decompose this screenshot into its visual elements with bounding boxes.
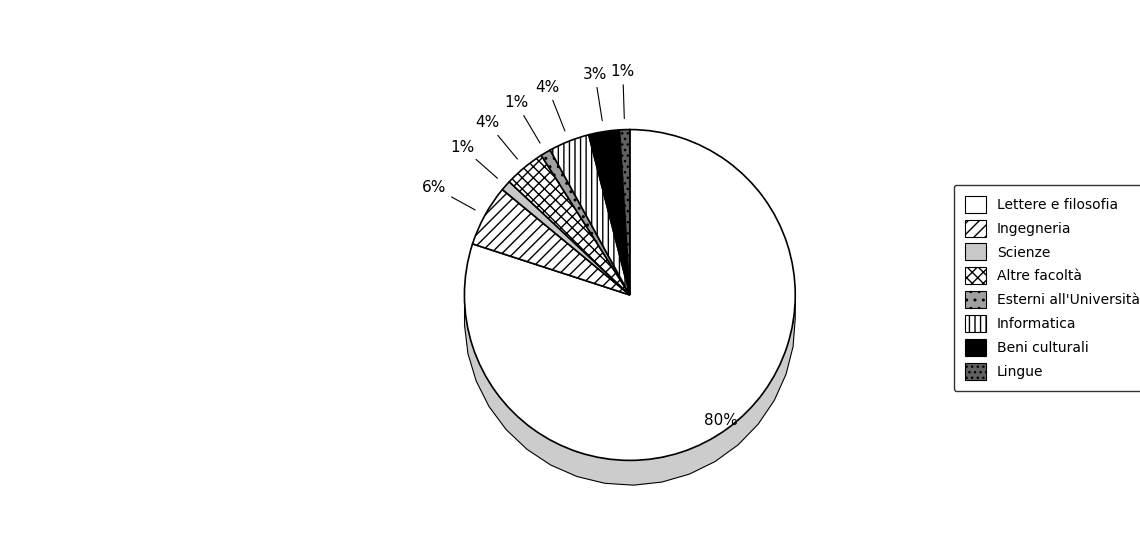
Wedge shape xyxy=(473,190,629,295)
Legend: Lettere e filosofia, Ingegneria, Scienze, Altre facoltà, Esterni all'Università,: Lettere e filosofia, Ingegneria, Scienze… xyxy=(954,185,1140,391)
Text: 80%: 80% xyxy=(705,413,738,428)
Wedge shape xyxy=(588,130,629,295)
Text: 1%: 1% xyxy=(504,95,540,143)
Text: 1%: 1% xyxy=(611,64,635,118)
Wedge shape xyxy=(510,155,629,295)
Text: 1%: 1% xyxy=(450,140,497,179)
Text: 3%: 3% xyxy=(583,67,608,121)
Text: 6%: 6% xyxy=(422,180,475,210)
Text: 4%: 4% xyxy=(475,115,518,159)
Text: 4%: 4% xyxy=(536,80,565,131)
Wedge shape xyxy=(542,150,629,295)
Wedge shape xyxy=(619,129,630,295)
Polygon shape xyxy=(464,293,796,485)
Wedge shape xyxy=(503,182,629,295)
Wedge shape xyxy=(464,129,796,461)
Wedge shape xyxy=(551,135,629,295)
